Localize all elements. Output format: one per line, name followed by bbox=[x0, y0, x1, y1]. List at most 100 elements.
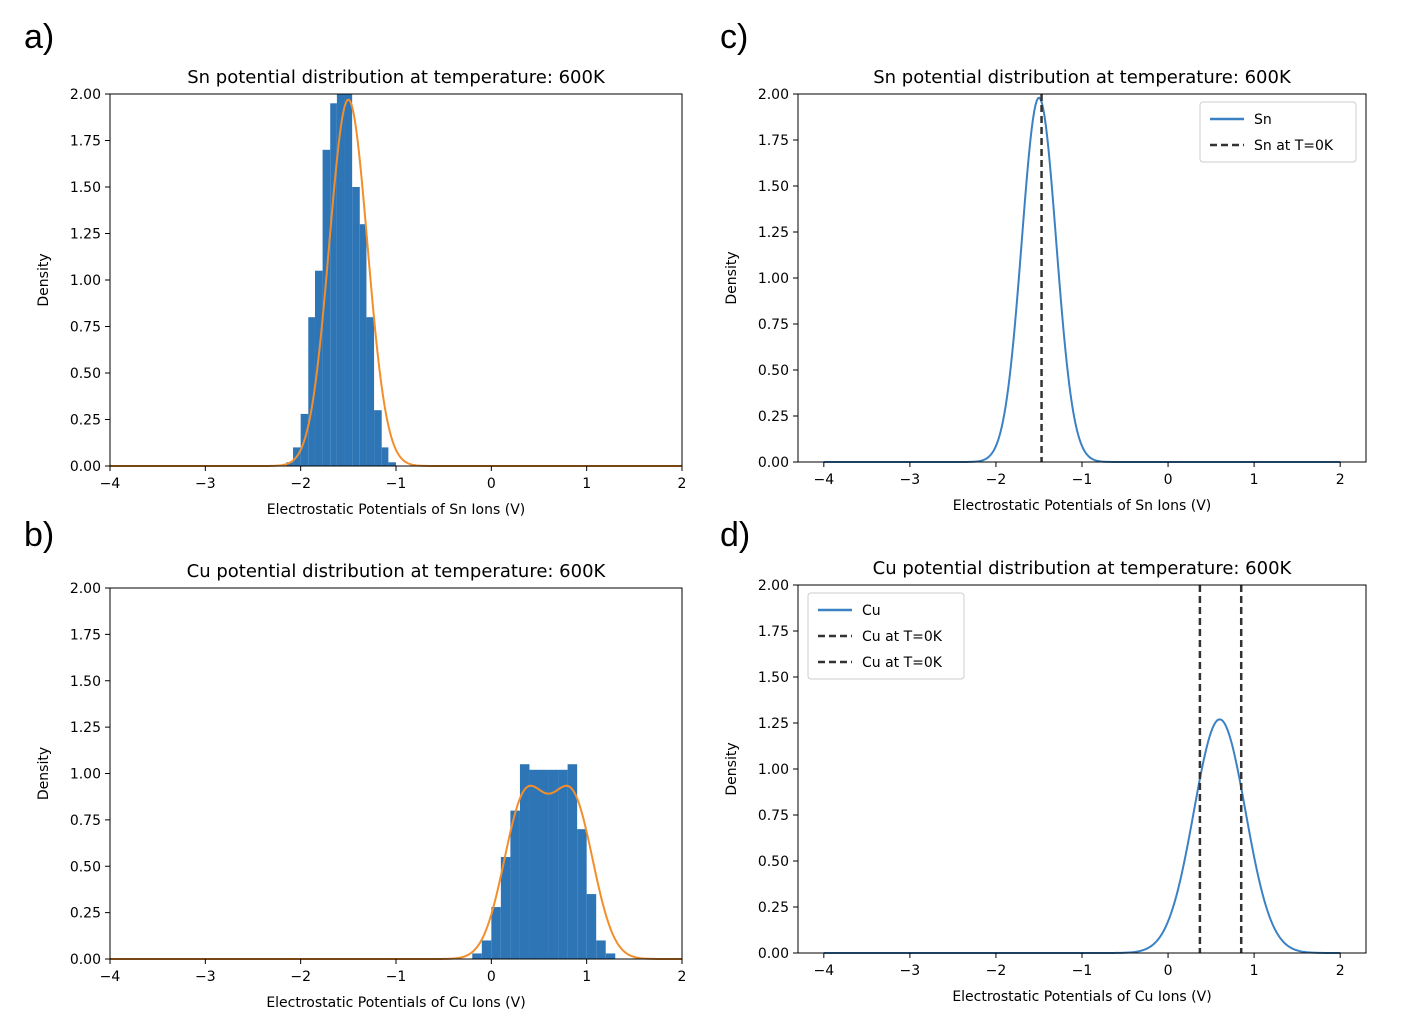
x-tick-label: 0 bbox=[487, 969, 496, 985]
x-tick-label: 1 bbox=[1250, 472, 1259, 488]
density-curve bbox=[823, 718, 1341, 954]
histogram-bar bbox=[366, 317, 375, 466]
chart-title: Sn potential distribution at temperature… bbox=[187, 67, 606, 88]
x-tick-label: 2 bbox=[678, 476, 687, 492]
histogram-bar bbox=[314, 270, 323, 466]
y-tick-label: 1.75 bbox=[758, 133, 789, 149]
legend-label: Sn at T=0K bbox=[1254, 138, 1334, 154]
y-tick-label: 0.75 bbox=[758, 808, 789, 824]
x-tick-label: 2 bbox=[1336, 472, 1345, 488]
x-tick-label: −2 bbox=[986, 963, 1007, 979]
histogram-bar bbox=[308, 317, 315, 466]
y-tick-label: 0.75 bbox=[758, 317, 789, 333]
histogram-bar bbox=[352, 187, 360, 466]
histogram-bar bbox=[472, 953, 482, 959]
y-tick-label: 1.00 bbox=[758, 762, 789, 778]
histogram-bar bbox=[388, 462, 396, 466]
y-tick-label: 1.00 bbox=[70, 273, 101, 289]
x-tick-label: −2 bbox=[986, 472, 1007, 488]
plot-frame bbox=[109, 93, 683, 467]
histogram-bar bbox=[519, 764, 530, 959]
y-tick-label: 1.75 bbox=[70, 134, 101, 150]
histogram-bar bbox=[567, 764, 578, 959]
y-tick-label: 0.00 bbox=[758, 455, 789, 471]
x-tick-label: 1 bbox=[582, 969, 591, 985]
y-tick-label: 0.25 bbox=[70, 413, 101, 429]
panel-label-b: b) bbox=[24, 516, 55, 554]
legend: Sn Sn at T=0K bbox=[1199, 101, 1357, 163]
density-curve bbox=[110, 98, 682, 467]
x-tick-label: 1 bbox=[1250, 963, 1259, 979]
x-tick-label: −1 bbox=[1072, 963, 1093, 979]
y-tick-label: 2.00 bbox=[758, 87, 789, 103]
legend-label: Cu at T=0K bbox=[862, 655, 943, 671]
chart-title: Sn potential distribution at temperature… bbox=[873, 67, 1292, 88]
chart-d: −4 −3 −2 −1 0 1 2 0.00 0.25 0.50 0.75 1.00 1.25 1.50 1… bbox=[724, 558, 1367, 1005]
x-tick-label: 0 bbox=[1164, 472, 1173, 488]
histogram-bar bbox=[374, 410, 382, 466]
histogram-bar bbox=[577, 829, 587, 959]
x-tick-label: −4 bbox=[100, 476, 121, 492]
panel-label-d: d) bbox=[720, 516, 751, 554]
x-tick-label: −3 bbox=[195, 476, 216, 492]
histogram-bar bbox=[481, 940, 492, 959]
y-axis-label: Density bbox=[724, 251, 740, 304]
y-tick-label: 0.50 bbox=[70, 859, 101, 875]
y-tick-label: 1.00 bbox=[70, 767, 101, 783]
histogram-bar bbox=[529, 769, 539, 959]
x-tick-label: −1 bbox=[386, 969, 407, 985]
histogram-bar bbox=[286, 462, 294, 466]
x-tick-label: −1 bbox=[1072, 472, 1093, 488]
histogram-bar bbox=[381, 447, 389, 466]
legend-box bbox=[1199, 101, 1357, 163]
histogram-bar bbox=[548, 769, 559, 959]
x-tick-label: 2 bbox=[1336, 963, 1345, 979]
x-axis-label: Electrostatic Potentials of Cu Ions (V) bbox=[266, 995, 525, 1011]
histogram-bar bbox=[359, 224, 367, 466]
x-tick-label: −4 bbox=[813, 472, 834, 488]
x-tick-label: −2 bbox=[290, 476, 311, 492]
chart-a: −4 −3 −2 −1 0 1 2 0.00 0.25 0.50 0.75 1.00 1.25 1.50 1… bbox=[36, 67, 686, 518]
y-tick-label: 0.75 bbox=[70, 813, 101, 829]
histogram-bar bbox=[500, 856, 511, 959]
y-tick-label: 2.00 bbox=[70, 87, 101, 103]
x-tick-label: −3 bbox=[900, 472, 921, 488]
y-tick-label: 0.25 bbox=[758, 409, 789, 425]
legend-label: Cu at T=0K bbox=[862, 629, 943, 645]
panel-label-a: a) bbox=[24, 18, 55, 56]
panel-label-c: c) bbox=[720, 18, 749, 56]
y-tick-label: 0.00 bbox=[758, 946, 789, 962]
y-tick-label: 0.25 bbox=[758, 900, 789, 916]
x-axis-label: Electrostatic Potentials of Sn Ions (V) bbox=[267, 502, 525, 518]
x-tick-label: −2 bbox=[290, 969, 311, 985]
legend-label: Cu bbox=[862, 603, 881, 619]
histogram-bar bbox=[558, 769, 568, 959]
x-tick-label: −3 bbox=[900, 963, 921, 979]
y-tick-label: 0.50 bbox=[758, 854, 789, 870]
y-axis-label: Density bbox=[36, 253, 52, 306]
x-tick-label: 2 bbox=[678, 969, 687, 985]
x-tick-label: −1 bbox=[386, 476, 407, 492]
chart-c: −4 −3 −2 −1 0 1 2 0.00 0.25 0.50 0.75 1.00 1.25 1.50 1… bbox=[724, 67, 1367, 514]
y-tick-label: 1.50 bbox=[758, 179, 789, 195]
legend-label: Sn bbox=[1254, 112, 1272, 128]
y-tick-label: 2.00 bbox=[758, 578, 789, 594]
histogram-bar bbox=[336, 94, 345, 466]
y-axis-label: Density bbox=[724, 742, 740, 795]
y-tick-label: 1.50 bbox=[70, 180, 101, 196]
x-tick-label: −3 bbox=[195, 969, 216, 985]
y-tick-label: 1.25 bbox=[70, 720, 101, 736]
histogram-bar bbox=[586, 894, 597, 959]
y-axis-label: Density bbox=[36, 747, 52, 800]
histogram-bar bbox=[539, 769, 549, 959]
x-tick-label: −4 bbox=[813, 963, 834, 979]
histogram-bar bbox=[596, 940, 606, 959]
histogram-bar bbox=[322, 149, 331, 467]
histogram-bar bbox=[605, 953, 616, 959]
x-axis-label: Electrostatic Potentials of Cu Ions (V) bbox=[952, 989, 1211, 1005]
y-tick-label: 1.25 bbox=[758, 716, 789, 732]
y-tick-label: 0.75 bbox=[70, 320, 101, 336]
y-tick-label: 0.50 bbox=[70, 366, 101, 382]
x-axis-label: Electrostatic Potentials of Sn Ions (V) bbox=[953, 498, 1211, 514]
